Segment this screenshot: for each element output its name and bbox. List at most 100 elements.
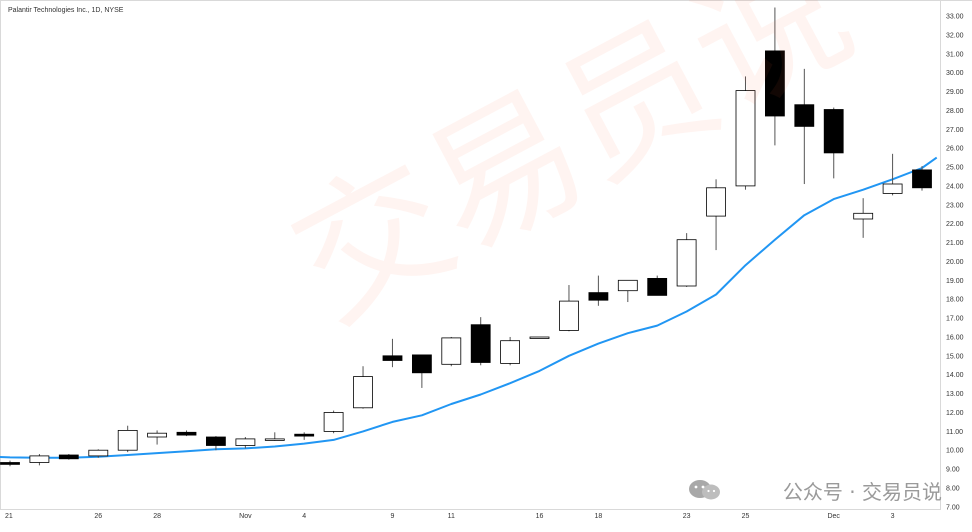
price-tick-label: 10.00 [946, 448, 964, 455]
candle [735, 76, 756, 190]
price-tick-label: 24.00 [946, 183, 964, 190]
time-tick-label: Dec [827, 513, 840, 520]
price-tick-label: 8.00 [946, 486, 960, 493]
candle-body [88, 449, 109, 457]
candle [676, 233, 697, 287]
price-tick-label: 18.00 [946, 297, 964, 304]
channel-watermark: 公众号 · 交易员说 [782, 480, 942, 504]
time-tick-label: 11 [448, 513, 455, 520]
candle-body [0, 462, 20, 465]
candle [411, 354, 432, 388]
candle-body [382, 355, 403, 361]
candle [176, 430, 197, 437]
candle [441, 336, 462, 367]
candle-body [794, 104, 815, 127]
candle [912, 166, 932, 191]
price-tick-label: 23.00 [946, 202, 964, 209]
candle [588, 275, 609, 306]
candle-body [147, 432, 168, 438]
candle [353, 366, 373, 409]
time-axis: 21 26 28 Nov 4 9 11 16 18 23 25 Dec 3 [5, 513, 895, 520]
price-tick-label: 12.00 [946, 410, 964, 417]
candle-body [647, 277, 668, 296]
time-tick-label: 28 [153, 513, 161, 520]
time-tick-label: 9 [391, 513, 395, 520]
candle-body [176, 431, 197, 436]
candle-body [617, 279, 638, 292]
candle-body [470, 324, 491, 363]
candle [500, 336, 521, 366]
candle [0, 460, 20, 467]
candle-body [323, 412, 344, 432]
price-tick-label: 31.00 [946, 51, 964, 58]
price-tick-label: 27.00 [946, 127, 964, 134]
time-tick-label: 16 [536, 513, 544, 520]
candle [470, 317, 491, 366]
price-tick-label: 7.00 [946, 504, 960, 511]
candle-body [823, 109, 844, 154]
candle-body [294, 433, 315, 437]
candle [29, 454, 50, 466]
candle-body [853, 212, 874, 220]
candle [529, 336, 550, 339]
candle [617, 279, 638, 303]
price-tick-label: 21.00 [946, 240, 964, 247]
candle [559, 285, 579, 332]
candle [88, 449, 109, 458]
candle-body [500, 340, 521, 364]
price-tick-label: 13.00 [946, 391, 964, 398]
time-tick-label: 18 [595, 513, 603, 520]
price-tick-label: 26.00 [946, 146, 964, 153]
candle-body [411, 354, 432, 374]
wechat-icon [689, 480, 720, 500]
price-tick-label: 9.00 [946, 467, 960, 474]
candle-body [706, 187, 726, 217]
price-tick-label: 29.00 [946, 89, 964, 96]
price-tick-label: 20.00 [946, 259, 964, 266]
candle-body [882, 183, 903, 194]
candles-layer [0, 7, 932, 467]
candle-body [912, 169, 932, 189]
candle [147, 430, 168, 445]
candle [853, 198, 874, 238]
price-tick-label: 19.00 [946, 278, 964, 285]
candle [765, 7, 785, 146]
price-tick-label: 14.00 [946, 372, 964, 379]
candle-body [29, 455, 50, 463]
time-tick-label: 4 [302, 513, 306, 520]
chart-title: Palantir Technologies Inc., 1D, NYSE [8, 7, 124, 14]
price-tick-label: 22.00 [946, 221, 964, 228]
moving-average-layer [0, 156, 938, 459]
candle-body [559, 300, 579, 331]
candle [823, 107, 844, 179]
time-tick-label: 23 [683, 513, 691, 520]
candle [323, 410, 344, 434]
candle [117, 425, 138, 453]
candle [264, 432, 285, 441]
price-tick-label: 25.00 [946, 165, 964, 172]
candle [647, 275, 668, 296]
candle-body [264, 438, 285, 441]
price-tick-label: 17.00 [946, 316, 964, 323]
candle-body [58, 454, 79, 460]
candle-body [529, 336, 550, 339]
price-axis: 33.00 32.00 31.00 30.00 29.00 28.00 27.00 26.00… [946, 14, 964, 512]
time-tick-label: Nov [239, 513, 252, 520]
candle-body [676, 239, 697, 287]
price-tick-label: 32.00 [946, 32, 964, 39]
candle-body [735, 90, 756, 187]
moving-average-line [0, 156, 938, 459]
candle [58, 454, 79, 460]
time-tick-label: 3 [891, 513, 895, 520]
price-tick-label: 15.00 [946, 353, 964, 360]
candle [794, 68, 815, 185]
candle-body [205, 436, 226, 446]
price-tick-label: 11.00 [946, 429, 963, 436]
time-tick-label: 26 [94, 513, 102, 520]
candle-body [117, 429, 138, 451]
time-tick-label: 25 [742, 513, 750, 520]
candle [294, 432, 315, 440]
candle [706, 179, 726, 251]
